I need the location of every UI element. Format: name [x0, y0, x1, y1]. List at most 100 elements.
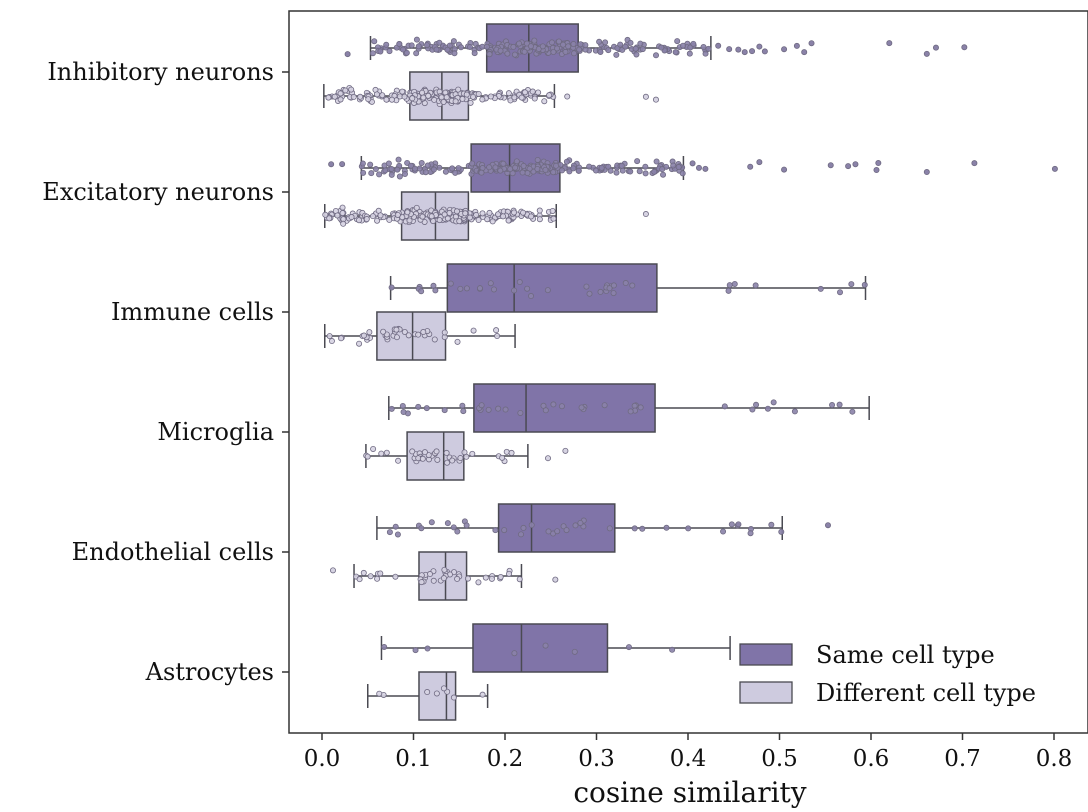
strip-point — [508, 449, 515, 456]
strip-point — [475, 90, 482, 97]
strip-point — [542, 407, 549, 414]
strip-point — [577, 41, 584, 48]
box-excitatory-neurons-same — [328, 143, 1058, 193]
strip-point — [700, 44, 707, 51]
strip-point — [499, 454, 506, 461]
strip-point — [443, 449, 450, 456]
strip-point — [450, 524, 457, 531]
strip-point — [500, 213, 507, 220]
strip-point — [642, 170, 649, 177]
strip-point — [359, 160, 366, 167]
strip-point — [747, 530, 754, 537]
outlier-point — [689, 160, 696, 167]
outlier-point — [932, 44, 939, 51]
outlier-point — [756, 159, 763, 166]
strip-point — [374, 217, 381, 224]
strip-point — [453, 208, 460, 215]
strip-point — [425, 92, 432, 99]
strip-point — [721, 403, 728, 410]
outlier-point — [545, 455, 552, 462]
strip-point — [627, 39, 634, 46]
strip-point — [560, 41, 567, 48]
strip-point — [632, 45, 639, 52]
strip-point — [554, 45, 561, 52]
strip-point — [497, 167, 504, 174]
strip-point — [549, 207, 556, 214]
outlier-point — [702, 165, 709, 172]
strip-point — [478, 402, 485, 409]
box-immune-cells-different — [323, 311, 516, 361]
strip-point — [791, 408, 798, 415]
strip-point — [454, 575, 461, 582]
strip-point — [471, 50, 478, 57]
strip-point — [361, 332, 368, 339]
outlier-point — [824, 522, 831, 529]
strip-point — [413, 50, 420, 57]
strip-point — [360, 569, 367, 576]
strip-point — [817, 285, 824, 292]
outlier-point — [793, 42, 800, 49]
strip-point — [631, 525, 638, 532]
outlier-point — [923, 50, 930, 57]
strip-point — [658, 44, 665, 51]
strip-point — [487, 93, 494, 100]
y-category-label: Astrocytes — [145, 658, 274, 686]
legend: Same cell type Different cell type — [739, 641, 1036, 707]
strip-point — [563, 527, 570, 534]
strip-point — [489, 218, 496, 225]
strip-point — [441, 566, 448, 573]
strip-point — [597, 48, 604, 55]
strip-point — [672, 49, 679, 56]
strip-point — [596, 38, 603, 45]
strip-point — [571, 50, 578, 57]
outlier-point — [781, 46, 788, 53]
strip-point — [434, 456, 441, 463]
strip-point — [675, 164, 682, 171]
strip-point — [413, 36, 420, 43]
strip-point — [469, 450, 476, 457]
x-tick-label: 0.8 — [1036, 746, 1073, 772]
strip-point — [548, 39, 555, 46]
strip-point — [370, 445, 377, 452]
strip-point — [413, 204, 420, 211]
strip-point — [521, 48, 528, 55]
strip-point — [511, 94, 518, 101]
strip-point — [459, 95, 466, 102]
strip-point — [452, 169, 459, 176]
outlier-point — [801, 49, 808, 56]
strip-point — [331, 93, 338, 100]
strip-point — [418, 159, 425, 166]
strip-point — [463, 453, 470, 460]
strip-point — [513, 158, 520, 165]
strip-point — [629, 282, 636, 289]
strip-point — [518, 94, 525, 101]
strip-point — [583, 283, 590, 290]
strip-point — [586, 290, 593, 297]
strip-point — [488, 575, 495, 582]
strip-point — [560, 523, 567, 530]
strip-point — [570, 41, 577, 48]
strip-point — [479, 210, 486, 217]
outlier-point — [971, 160, 978, 167]
strip-point — [356, 576, 363, 583]
strip-point — [534, 156, 541, 163]
strip-point — [392, 523, 399, 530]
strip-point — [516, 279, 523, 286]
strip-point — [419, 89, 426, 96]
strip-point — [613, 51, 620, 58]
strip-point — [373, 91, 380, 98]
strip-point — [450, 694, 457, 701]
strip-point — [392, 573, 399, 580]
strip-point — [436, 39, 443, 46]
strip-point — [497, 47, 504, 54]
legend-swatch — [739, 643, 793, 666]
strip-point — [457, 44, 464, 51]
strip-point — [542, 166, 549, 173]
strip-point — [606, 285, 613, 292]
strip-point — [653, 52, 660, 59]
strip-point — [726, 282, 733, 289]
strip-point — [449, 165, 456, 172]
strip-point — [432, 287, 439, 294]
strip-point — [376, 171, 383, 178]
strip-point — [475, 217, 482, 224]
